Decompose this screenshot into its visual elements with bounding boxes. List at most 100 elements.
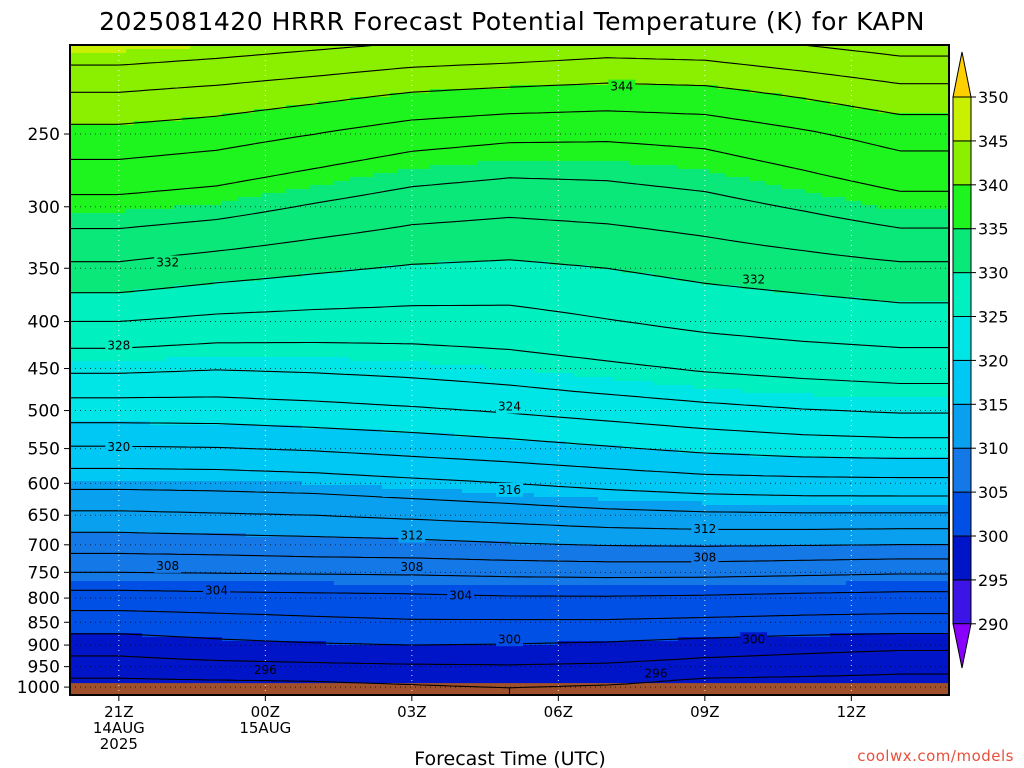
colorbar-tick-label: 330	[978, 264, 1009, 283]
colorbar-tick-label: 290	[978, 615, 1009, 634]
y-tick-label: 400	[28, 313, 60, 333]
colorbar-tick-label: 305	[978, 483, 1009, 502]
contour-line	[70, 369, 949, 414]
x-axis-label: Forecast Time (UTC)	[414, 748, 605, 768]
contour-label: 312	[400, 529, 423, 543]
contour-line	[70, 304, 949, 349]
contour-line	[70, 552, 949, 563]
x-tick-label: 00Z	[251, 703, 280, 721]
contour-line	[70, 422, 949, 459]
contour-label: 332	[742, 273, 765, 287]
x-tick-label: 2025	[100, 735, 138, 753]
contour-line	[70, 141, 949, 196]
contour-line	[70, 341, 949, 385]
colorbar-tick-label: 315	[978, 395, 1009, 414]
colorbar-segment	[952, 272, 972, 318]
contour-line	[70, 510, 949, 530]
credit-link[interactable]: coolwx.com/models	[857, 747, 1014, 765]
contour-line	[70, 82, 949, 125]
contour-label: 304	[205, 584, 228, 598]
colorbar-segment	[952, 491, 972, 537]
contour-label: 328	[107, 339, 130, 353]
y-tick-label: 1000	[17, 678, 60, 698]
contour-label: 300	[498, 632, 521, 646]
colorbar-segment	[952, 140, 972, 186]
y-tick-label: 550	[28, 440, 60, 460]
contour-line	[70, 589, 949, 597]
colorbar-tick-label: 310	[978, 439, 1009, 458]
colorbar-segment	[952, 228, 972, 274]
colorbar-tick-label: 345	[978, 132, 1009, 151]
y-tick-label: 300	[28, 198, 60, 218]
contour-line	[70, 649, 949, 666]
contour-label: 308	[400, 560, 423, 574]
contour-line	[70, 57, 949, 93]
contour-label: 344	[610, 80, 633, 94]
colorbar-under-arrow	[952, 623, 972, 669]
colorbar-segment	[952, 579, 972, 625]
colorbar-segment	[952, 96, 972, 142]
grid-lines	[70, 45, 949, 695]
contour-line	[70, 673, 949, 695]
contour-label: 312	[693, 522, 716, 536]
colorbar-tick-label: 295	[978, 571, 1009, 590]
colorbar-segment	[952, 359, 972, 405]
colorbar-segment	[952, 447, 972, 493]
chart-title: 2025081420 HRRR Forecast Potential Tempe…	[99, 7, 925, 36]
colorbar-tick-label: 335	[978, 220, 1009, 239]
x-tick-label: 21Z	[104, 703, 133, 721]
y-tick-label: 800	[28, 589, 60, 609]
colorbar-over-arrow	[952, 51, 972, 98]
contour-label: 332	[156, 256, 179, 270]
colorbar-tick-label: 350	[978, 88, 1009, 107]
contour-line	[70, 396, 949, 439]
theta-contours	[70, 45, 949, 695]
colorbar-tick-label: 300	[978, 527, 1009, 546]
y-tick-label: 450	[28, 360, 60, 380]
contour-label: 320	[107, 440, 130, 454]
colorbar-segment	[952, 316, 972, 361]
colorbar-segment	[952, 403, 972, 449]
y-tick-label: 250	[28, 125, 60, 145]
colorbar-tick-label: 325	[978, 308, 1009, 327]
contour-labels: 344 332 332 328 324 320 316 312 312 308 308 308 304 3…	[105, 79, 768, 681]
contour-line	[70, 531, 949, 547]
contour-label: 296	[254, 663, 277, 677]
colorbar-segment	[952, 184, 972, 230]
y-tick-label: 900	[28, 636, 60, 656]
contour-line	[70, 110, 949, 160]
y-tick-label: 600	[28, 474, 60, 494]
contour-label: 304	[449, 589, 472, 603]
contour-label: 316	[498, 483, 521, 497]
x-tick-label: 12Z	[837, 703, 866, 721]
colorbar-segment	[952, 535, 972, 581]
contour-line	[70, 467, 949, 497]
y-tick-label: 950	[28, 658, 60, 678]
contour-label: 308	[156, 559, 179, 573]
y-tick-label: 700	[28, 536, 60, 556]
contour-label: 324	[498, 400, 521, 414]
x-tick-label: 03Z	[397, 703, 426, 721]
contour-line	[70, 259, 949, 304]
contour-label: 308	[693, 551, 716, 565]
contour-line	[70, 488, 949, 514]
y-axis-ticks: 250 300 350 400 450 500 550 600 650 700 750 800 850 9…	[17, 125, 70, 698]
contour-line	[70, 632, 949, 646]
colorbar-tick-label: 320	[978, 351, 1009, 370]
colorbar-tick-label: 340	[978, 176, 1009, 195]
plot-frame	[69, 44, 950, 696]
y-tick-label: 850	[28, 613, 60, 633]
contour-label: 300	[742, 632, 765, 646]
contour-line	[70, 216, 949, 263]
y-tick-label: 650	[28, 506, 60, 526]
x-tick-label: 06Z	[544, 703, 573, 721]
x-tick-label: 14AUG	[93, 719, 145, 737]
contour-line	[70, 610, 949, 621]
x-tick-label: 09Z	[690, 703, 719, 721]
y-tick-label: 500	[28, 402, 60, 422]
x-tick-label: 15AUG	[239, 719, 291, 737]
colorbar: 290 295 300 305 310 315 320 325 330 335 340 345 350	[952, 51, 1009, 669]
y-tick-label: 350	[28, 259, 60, 279]
